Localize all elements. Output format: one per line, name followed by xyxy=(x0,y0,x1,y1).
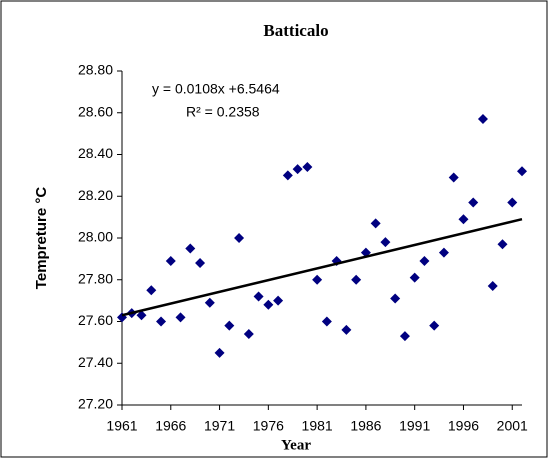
x-tick-label: 1991 xyxy=(399,418,430,434)
x-tick-label: 1981 xyxy=(302,418,333,434)
data-point xyxy=(458,214,469,225)
data-point xyxy=(214,347,225,358)
data-point xyxy=(497,239,508,250)
data-point xyxy=(273,295,284,306)
data-point xyxy=(282,170,293,181)
data-point xyxy=(185,243,196,254)
x-tick-label: 1966 xyxy=(155,418,186,434)
data-point xyxy=(165,255,176,266)
data-point xyxy=(438,247,449,258)
r-squared: R² = 0.2358 xyxy=(186,104,260,120)
data-point xyxy=(175,312,186,323)
data-point xyxy=(448,172,459,183)
data-point xyxy=(195,258,206,269)
data-point xyxy=(253,291,264,302)
x-tick-label: 1996 xyxy=(448,418,479,434)
data-point xyxy=(517,166,527,177)
y-tick-label: 28.60 xyxy=(78,103,113,119)
x-tick-label: 1961 xyxy=(106,418,137,434)
data-point xyxy=(263,299,274,310)
chart-title: Batticalo xyxy=(263,21,328,40)
data-point xyxy=(399,331,410,342)
y-tick-label: 28.00 xyxy=(78,229,113,245)
x-axis-label: Year xyxy=(281,437,311,453)
data-point xyxy=(312,274,323,285)
y-axis-label: Tempreture °C xyxy=(33,187,50,290)
data-point xyxy=(341,324,352,335)
data-point xyxy=(302,162,313,173)
data-point xyxy=(146,285,157,296)
data-point xyxy=(321,316,332,327)
y-tick-label: 27.20 xyxy=(78,396,113,412)
y-tick-label: 28.40 xyxy=(78,145,113,161)
x-tick-label: 1971 xyxy=(204,418,235,434)
x-tick-label: 1976 xyxy=(253,418,284,434)
trend-line xyxy=(121,217,523,317)
chart-border xyxy=(0,0,548,458)
y-tick-label: 28.20 xyxy=(78,187,113,203)
data-point xyxy=(156,316,167,327)
y-tick-label: 27.40 xyxy=(78,354,113,370)
data-point xyxy=(419,255,430,266)
data-point xyxy=(409,272,420,283)
y-tick-label: 27.60 xyxy=(78,312,113,328)
x-tick-label: 1986 xyxy=(350,418,381,434)
data-point xyxy=(224,320,235,331)
data-point xyxy=(351,274,362,285)
y-tick-label: 27.80 xyxy=(78,270,113,286)
data-point xyxy=(380,237,391,248)
data-point xyxy=(390,293,401,304)
data-point xyxy=(370,218,381,229)
data-point xyxy=(292,164,303,175)
equation: y = 0.0108x +6.5464 xyxy=(152,81,280,97)
data-point xyxy=(243,329,254,340)
data-point xyxy=(136,310,147,321)
data-point xyxy=(477,114,488,125)
data-point xyxy=(487,281,498,292)
data-point xyxy=(429,320,440,331)
y-tick-label: 28.80 xyxy=(78,62,113,78)
data-point xyxy=(204,297,215,308)
x-tick-label: 2001 xyxy=(497,418,528,434)
data-point xyxy=(234,233,245,243)
data-point xyxy=(507,197,518,208)
data-point xyxy=(468,197,479,208)
